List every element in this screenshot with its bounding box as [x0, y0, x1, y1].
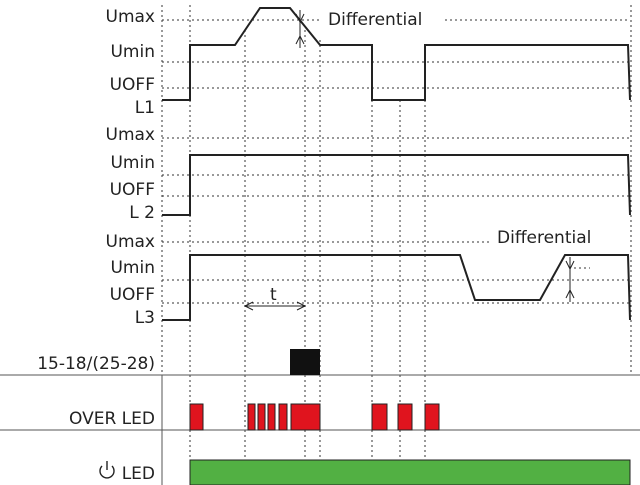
relay-label: 15-18/(25-28): [37, 354, 155, 374]
annotation: Differential: [497, 228, 591, 248]
level-label: Umax: [106, 232, 155, 252]
delay-label: t: [270, 285, 277, 305]
power-led-label: LED: [122, 464, 155, 484]
level-label: Umin: [110, 258, 155, 278]
level-label: Umin: [110, 42, 155, 62]
over-led-label: OVER LED: [69, 409, 155, 429]
annotation: Differential: [328, 10, 422, 30]
power-icon: [99, 461, 115, 479]
level-lines: [162, 19, 630, 304]
power-led-bar: [189, 459, 631, 485]
level-label: UOFF: [110, 180, 155, 200]
over-led-pulses: [189, 403, 440, 431]
l2-wave: [162, 154, 631, 216]
level-label: UOFF: [110, 285, 155, 305]
differential-arrow: [295, 10, 590, 302]
level-label: Umax: [106, 125, 155, 145]
signal-label: L1: [135, 98, 155, 118]
delay-arrow: [243, 301, 307, 311]
l1-wave: [162, 7, 631, 101]
level-label: Umin: [110, 153, 155, 173]
level-label: UOFF: [110, 75, 155, 95]
signal-label: L 2: [129, 203, 155, 223]
level-label: Umax: [106, 7, 155, 27]
signal-label: L3: [135, 308, 155, 328]
relay-pulse: [290, 349, 320, 375]
l3-wave: [162, 254, 631, 321]
